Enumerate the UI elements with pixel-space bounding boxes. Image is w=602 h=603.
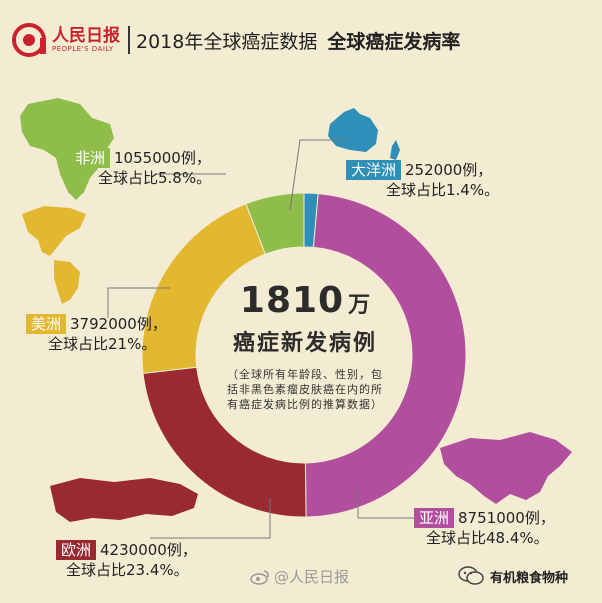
tag-oceania: 大洋洲 xyxy=(346,160,402,180)
total-cases: 1810 万 xyxy=(200,280,410,321)
africa-map-icon xyxy=(20,98,114,200)
count-oceania: 252000例， xyxy=(405,161,493,179)
total-unit: 万 xyxy=(348,293,371,318)
wechat-account-name: 有机粮食物种 xyxy=(490,570,569,586)
header: 人民日报 PEOPLE'S DAILY 2018年全球癌症数据 全球癌症发病率 xyxy=(10,20,460,60)
count-africa: 1055000例， xyxy=(114,149,211,167)
share-europe: 全球占比23.4%。 xyxy=(66,561,189,579)
tag-americas: 美洲 xyxy=(26,314,67,334)
weibo-watermark: @人民日报 xyxy=(250,566,349,587)
asia-map-icon xyxy=(440,432,572,504)
leader-line-oceania xyxy=(289,139,346,211)
header-divider xyxy=(128,26,130,54)
label-europe: 欧洲 4230000例， 全球占比23.4%。 xyxy=(56,540,197,580)
tag-asia: 亚洲 xyxy=(414,508,455,528)
share-oceania: 全球占比1.4%。 xyxy=(386,181,500,199)
share-asia: 全球占比48.4%。 xyxy=(426,529,549,547)
wechat-icon xyxy=(458,566,484,585)
count-americas: 3792000例， xyxy=(70,315,167,333)
logo-cn: 人民日报 xyxy=(52,26,120,46)
page-title: 2018年全球癌症数据 全球癌症发病率 xyxy=(136,27,460,54)
weibo-icon xyxy=(250,569,269,585)
label-africa: 非洲 1055000例， 全球占比5.8%。 xyxy=(70,148,211,188)
wechat-account: 有机粮食物种 xyxy=(458,566,568,586)
donut-slices xyxy=(141,192,467,518)
europe-map-icon xyxy=(50,478,198,522)
donut-hole xyxy=(196,247,412,463)
new-zealand-map-icon xyxy=(390,140,400,160)
label-oceania: 大洋洲 252000例， 全球占比1.4%。 xyxy=(346,160,499,200)
title-bold: 全球癌症发病率 xyxy=(327,30,461,53)
total-number: 1810 xyxy=(239,280,345,321)
center-note: （全球所有年龄段、性别，包括非黑色素瘤皮肤癌在内的所有癌症发病比例的推算数据） xyxy=(227,368,383,411)
north-america-map-icon xyxy=(22,206,86,256)
tag-africa: 非洲 xyxy=(70,148,111,168)
tag-europe: 欧洲 xyxy=(56,540,97,560)
leader-line-europe xyxy=(150,498,271,539)
watermark-text: @人民日报 xyxy=(274,568,350,586)
count-europe: 4230000例， xyxy=(100,541,197,559)
leader-line-asia xyxy=(357,488,414,519)
center-title: 癌症新发病例 xyxy=(232,331,377,356)
share-africa: 全球占比5.8%。 xyxy=(98,169,212,187)
label-americas: 美洲 3792000例， 全球占比21%。 xyxy=(26,314,167,354)
donut-center: 1810 万 癌症新发病例 （全球所有年龄段、性别，包括非黑色素瘤皮肤癌在内的所有… xyxy=(200,280,410,412)
logo-text: 人民日报 PEOPLE'S DAILY xyxy=(52,27,120,53)
count-asia: 8751000例， xyxy=(458,509,555,527)
title-main: 2018年全球癌症数据 xyxy=(136,30,318,53)
logo-en: PEOPLE'S DAILY xyxy=(52,45,114,53)
label-asia: 亚洲 8751000例， 全球占比48.4%。 xyxy=(414,508,555,548)
share-americas: 全球占比21%。 xyxy=(48,335,157,353)
oceania-map-icon xyxy=(328,108,378,152)
south-america-map-icon xyxy=(54,260,80,304)
leader-line-americas xyxy=(107,287,170,318)
people-daily-logo-icon xyxy=(12,23,46,57)
